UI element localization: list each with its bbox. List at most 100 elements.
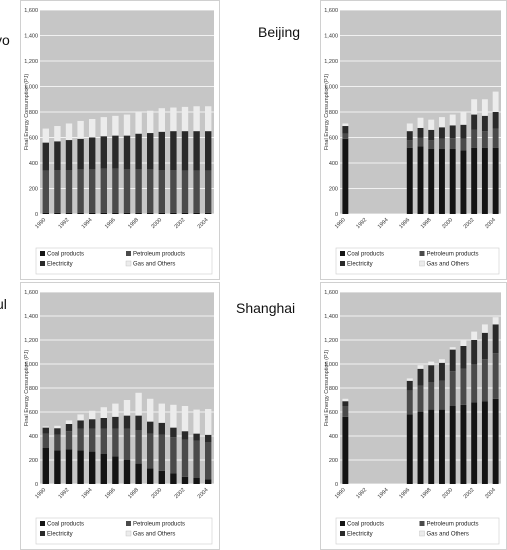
bar-segment [147, 468, 154, 484]
y-tick-label: 200 [329, 458, 338, 464]
bar-segment [42, 128, 49, 143]
chart-svg: 0 200 400 600 800 1,000 1,200 1,400 1,600 Final E… [320, 282, 507, 550]
chart-svg: 0 200 400 600 800 1,000 1,200 1,400 1,600 Final E… [320, 0, 507, 280]
legend-label: Coal products [347, 252, 384, 258]
bar-segment [492, 128, 499, 148]
y-tick-label: 800 [29, 110, 38, 116]
bar-segment [181, 131, 189, 171]
y-tick-label: 1,400 [24, 314, 38, 320]
bar-segment [123, 460, 131, 484]
bar-segment [342, 416, 349, 484]
bar-segment [449, 114, 456, 126]
chart-svg: 0 200 400 600 800 1,000 1,200 1,400 1,600 Final E… [20, 0, 220, 280]
legend-swatch [419, 251, 425, 256]
bar-segment [100, 117, 107, 137]
bar-segment [135, 112, 142, 134]
bar-segment [42, 212, 49, 214]
bar-segment [342, 138, 349, 214]
legend-swatch [419, 260, 425, 267]
bar-segment [428, 129, 435, 141]
bar-segment [100, 407, 107, 418]
legend-box [35, 517, 213, 545]
bar-segment [193, 433, 200, 441]
bar-segment [147, 110, 154, 134]
bar-segment [481, 99, 488, 116]
bar-segment [77, 420, 84, 429]
bar-segment [205, 479, 212, 484]
bar-segment [342, 123, 349, 127]
chart-panel-shanghai: 0 200 400 600 800 1,000 1,200 1,400 1,600 Final E… [320, 282, 507, 550]
bar-segment [205, 442, 212, 480]
y-tick-label: 1,600 [24, 290, 38, 296]
bar-segment [417, 365, 424, 369]
bar-segment [147, 398, 154, 422]
bar-segment [492, 317, 499, 325]
legend-swatch [126, 521, 131, 526]
chart-panel-beijing: 0 200 400 600 800 1,000 1,200 1,400 1,600 Final E… [320, 0, 507, 280]
bar-segment [205, 170, 212, 213]
bar-segment [181, 212, 189, 214]
bar-segment [89, 137, 96, 170]
bar-segment [123, 169, 131, 213]
bar-segment [170, 473, 177, 484]
bar-segment [100, 136, 107, 169]
bar-segment [170, 427, 177, 438]
bar-segment [417, 412, 424, 484]
bar-segment [158, 131, 165, 171]
bar-segment [170, 437, 177, 474]
bar-segment [158, 434, 165, 471]
bar-segment [77, 120, 84, 139]
bar-segment [54, 434, 61, 451]
bar-segment [492, 324, 499, 354]
bar-segment [481, 115, 488, 132]
y-tick-label: 1,000 [24, 362, 38, 368]
bar-segment [123, 135, 131, 170]
bar-segment [158, 212, 165, 214]
bar-segment [342, 398, 349, 402]
legend-swatch [40, 251, 45, 256]
bar-segment [428, 148, 435, 214]
legend-label: Electricity [347, 262, 373, 268]
legend-swatch [340, 261, 345, 266]
bar-segment [492, 112, 499, 129]
legend-swatch [40, 521, 45, 526]
y-tick-label: 0 [35, 212, 38, 218]
bar-segment [449, 125, 456, 139]
bar-segment [135, 415, 142, 430]
y-axis-label: Final Energy Consumption (PJ) [24, 350, 30, 427]
bar-segment [42, 448, 49, 484]
bar-segment [112, 403, 119, 417]
bar-segment [449, 148, 456, 214]
y-tick-label: 1,200 [324, 338, 338, 344]
bar-segment [428, 409, 435, 484]
bar-segment [193, 212, 200, 214]
legend-label: Electricity [47, 532, 73, 538]
chart-panel-tokyo: 0 200 400 600 800 1,000 1,200 1,400 1,600 Final E… [20, 0, 220, 280]
bar-segment [417, 127, 424, 138]
bar-segment [406, 131, 413, 141]
bar-segment [123, 400, 131, 416]
bar-segment [54, 425, 61, 429]
city-label-seoul: ul [0, 296, 7, 312]
bar-segment [428, 361, 435, 366]
y-tick-label: 1,400 [324, 314, 338, 320]
bar-segment [65, 170, 73, 213]
bar-segment [417, 146, 424, 214]
bar-segment [471, 402, 478, 484]
bar-segment [158, 170, 165, 213]
bar-segment [439, 380, 445, 410]
bar-segment [481, 359, 488, 402]
bar-segment [439, 359, 445, 363]
bar-segment [492, 353, 499, 399]
y-tick-label: 1,600 [24, 8, 38, 14]
bar-segment [170, 212, 177, 214]
bar-segment [406, 380, 413, 391]
bar-segment [205, 131, 212, 171]
bar-segment [181, 476, 189, 484]
bar-segment [100, 454, 107, 484]
bar-segment [492, 398, 499, 484]
bar-segment [54, 170, 61, 213]
y-tick-label: 200 [329, 187, 338, 193]
bar-segment [449, 406, 456, 484]
legend-swatch [340, 251, 345, 256]
